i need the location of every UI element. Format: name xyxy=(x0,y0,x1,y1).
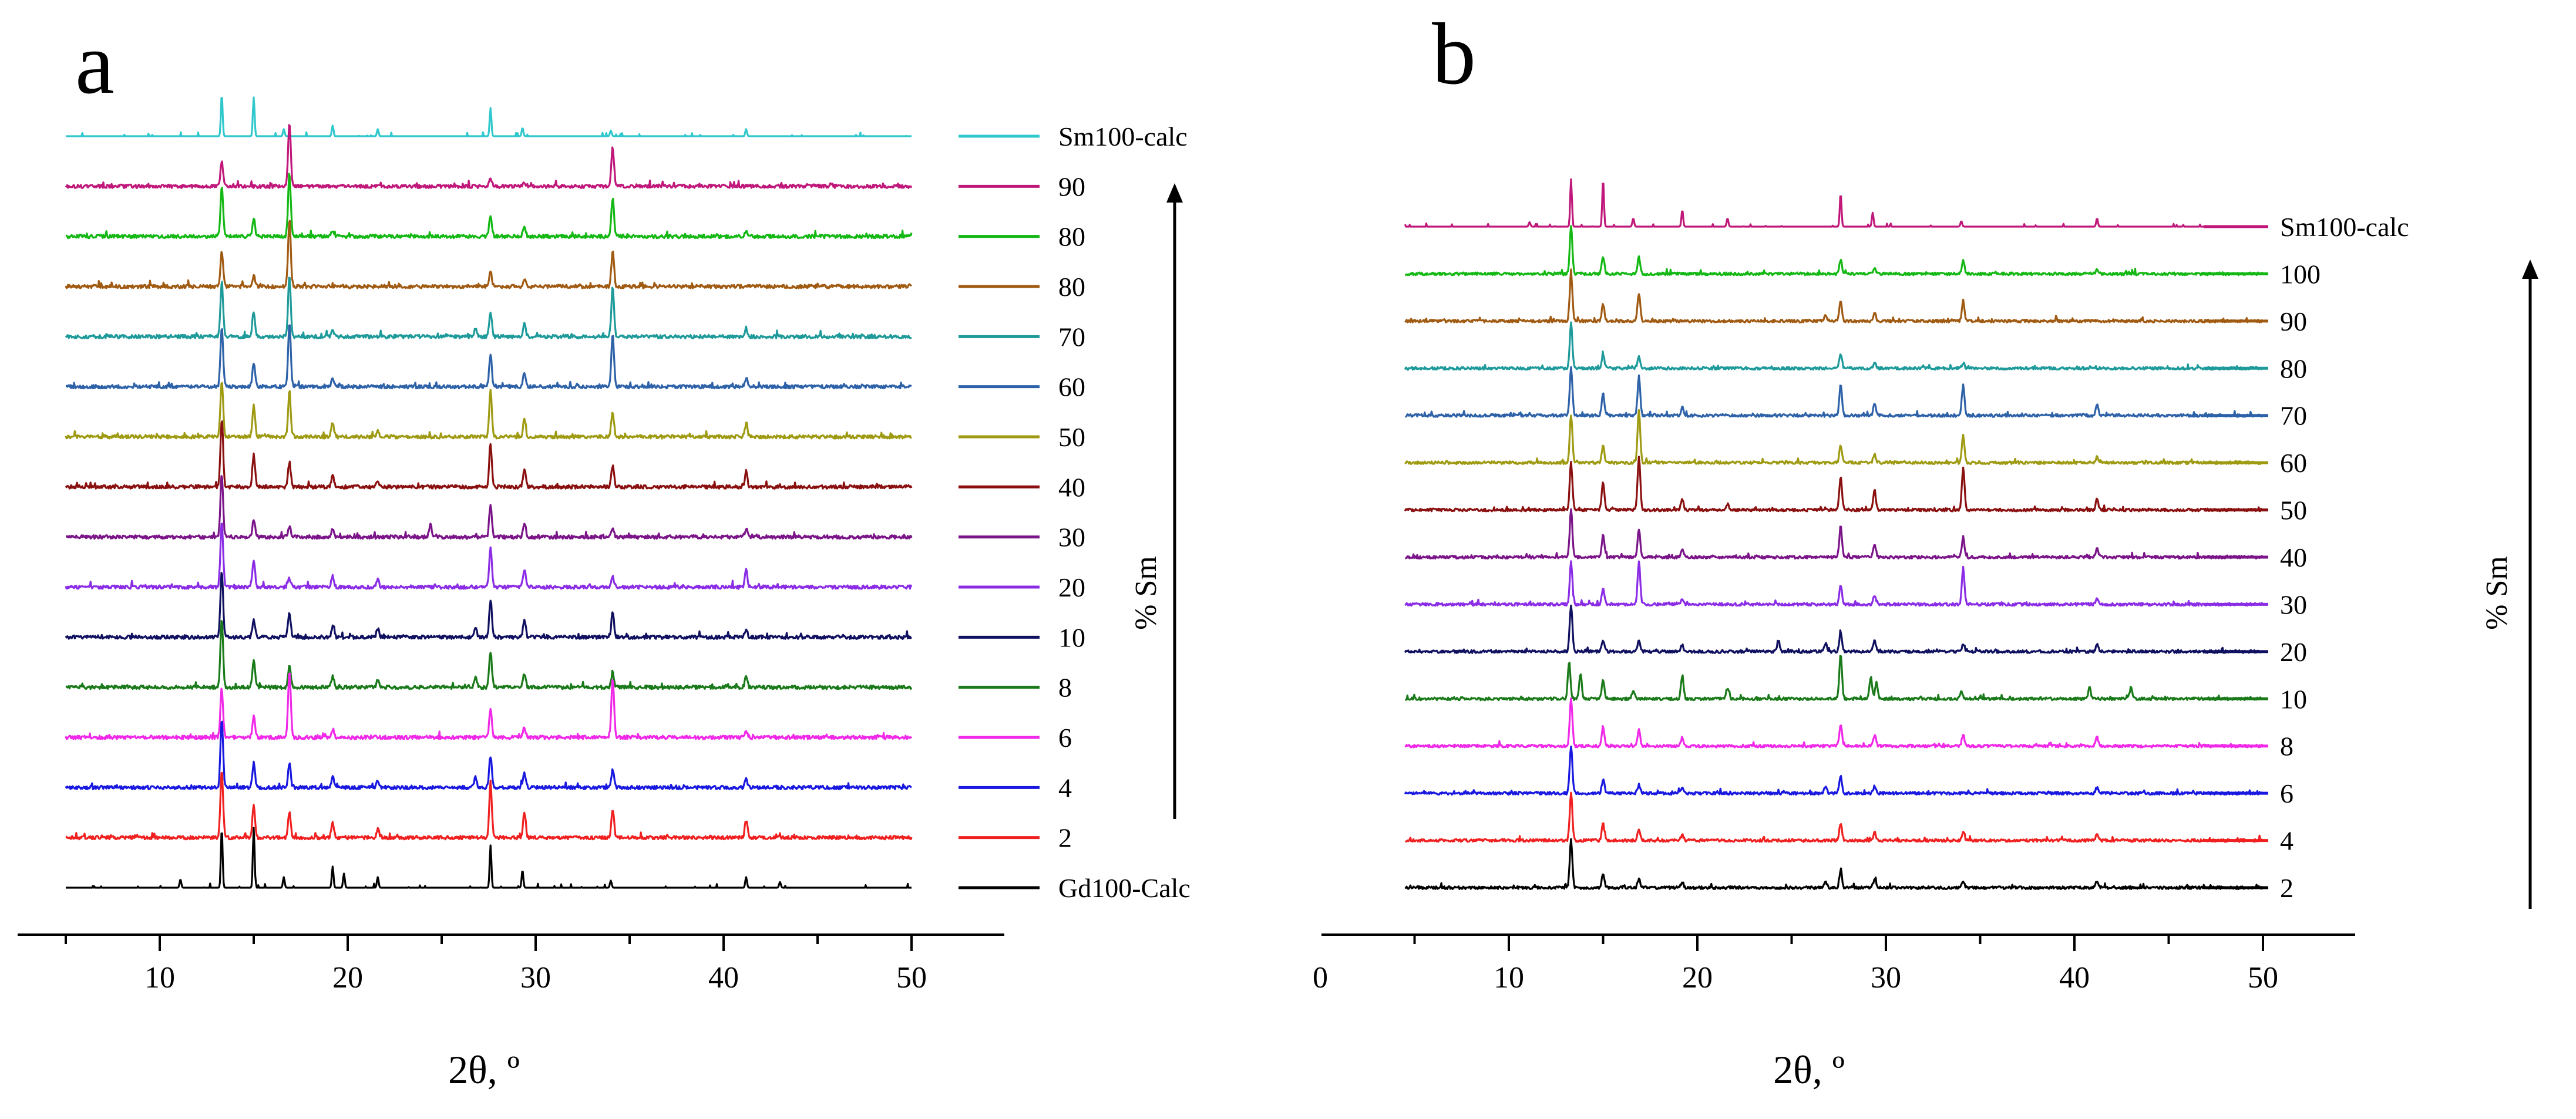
xrd-trace-70 xyxy=(65,277,912,339)
xrd-trace-90 xyxy=(1404,268,2264,323)
legend-label-30: 30 xyxy=(1058,523,1085,552)
xrd-trace-90 xyxy=(65,124,913,189)
legend-label-8: 8 xyxy=(2280,732,2293,761)
legend-label-40: 40 xyxy=(2280,542,2307,572)
xrd-trace-50 xyxy=(1404,456,2264,513)
panel-a-sm-arrow-head xyxy=(1166,183,1183,203)
legend-label-100: 100 xyxy=(2280,259,2321,289)
panel-b: b Sm100-calc 100 90 80 70 60 50 40 30 20 10 8 6 4 2 0 1… xyxy=(1313,5,2538,1092)
xrd-trace-10 xyxy=(65,572,913,640)
xrd-trace-80 xyxy=(65,220,912,289)
legend-label-10: 10 xyxy=(2280,684,2307,714)
panel-b-legend: Sm100-calc 100 90 80 70 60 50 40 30 20 10 8 6 4 2 xyxy=(2204,212,2409,903)
legend-label-6: 6 xyxy=(1058,723,1072,753)
panel-a-traces xyxy=(65,96,913,889)
panel-a-x-axis: 10 20 30 40 50 xyxy=(18,933,1004,995)
legend-label-8: 8 xyxy=(1058,673,1072,703)
legend-label-10: 10 xyxy=(1058,622,1085,652)
x-tick-label: 30 xyxy=(1871,961,1901,995)
panel-a: a Sm100-calc 90 80 80 70 60 50 40 30 20 10 8 6 4 2 Gd10… xyxy=(18,15,1191,1092)
legend-label-4: 4 xyxy=(2280,826,2293,856)
panel-b-letter: b xyxy=(1432,5,1476,103)
legend-label-2: 2 xyxy=(2280,873,2293,903)
legend-label-Sm100-calc: Sm100-calc xyxy=(1058,122,1188,151)
panel-a-legend: Sm100-calc 90 80 80 70 60 50 40 30 20 10 8 6 4 2 Gd100-… xyxy=(959,122,1191,903)
panel-a-x-axis-title: 2θ, º xyxy=(448,1047,520,1092)
x-tick-label: 20 xyxy=(1682,961,1713,995)
xrd-trace-80 xyxy=(1404,321,2264,371)
xrd-trace-Sm100-calc xyxy=(1404,178,2263,228)
legend-label-70: 70 xyxy=(2280,401,2307,431)
xrd-trace-100 xyxy=(1404,225,2264,277)
xrd-trace-60 xyxy=(1404,409,2264,466)
xrd-trace-80 xyxy=(65,173,913,240)
x-tick-label: 10 xyxy=(144,961,175,995)
xrd-trace-50 xyxy=(65,382,912,440)
x-tick-label: 20 xyxy=(332,961,363,995)
xrd-trace-70 xyxy=(1405,366,2264,418)
x-tick-label: 40 xyxy=(2059,961,2090,995)
legend-label-20: 20 xyxy=(2280,637,2307,667)
x-tick-label: 30 xyxy=(520,961,551,995)
xrd-trace-40 xyxy=(1405,508,2264,560)
x-tick-label: 50 xyxy=(2248,961,2278,995)
xrd-trace-20 xyxy=(65,523,913,590)
xrd-trace-8 xyxy=(65,620,913,690)
legend-label-30: 30 xyxy=(2280,589,2307,619)
legend-label-70: 70 xyxy=(1058,322,1085,352)
x-tick-label: 10 xyxy=(1494,961,1524,995)
xrd-trace-6 xyxy=(1404,746,2263,796)
legend-label-60: 60 xyxy=(2280,448,2307,478)
xrd-trace-2 xyxy=(65,771,913,841)
xrd-trace-30 xyxy=(65,475,913,540)
xrd-trace-20 xyxy=(1404,604,2264,654)
legend-label-50: 50 xyxy=(1058,422,1085,452)
xrd-trace-8 xyxy=(1404,697,2264,749)
legend-label-80: 80 xyxy=(1058,272,1085,302)
legend-label-50: 50 xyxy=(2280,496,2307,525)
xrd-trace-10 xyxy=(1405,655,2264,702)
xrd-trace-Sm100-calc xyxy=(65,96,912,137)
legend-label-Gd100-Calc: Gd100-Calc xyxy=(1058,873,1191,903)
legend-label-4: 4 xyxy=(1058,773,1072,803)
xrd-trace-4 xyxy=(65,720,912,790)
panel-b-x-axis: 0 10 20 30 40 50 xyxy=(1313,933,2355,995)
xrd-trace-6 xyxy=(65,672,913,740)
legend-label-90: 90 xyxy=(1058,171,1085,201)
panel-a-letter: a xyxy=(75,15,115,112)
x-tick-label: 50 xyxy=(896,961,927,995)
legend-label-80: 80 xyxy=(1058,222,1085,252)
xrd-trace-40 xyxy=(65,420,913,490)
legend-label-60: 60 xyxy=(1058,372,1085,402)
xrd-trace-60 xyxy=(65,324,912,390)
xrd-trace-30 xyxy=(1404,560,2264,607)
legend-label-90: 90 xyxy=(2280,306,2307,336)
legend-label-6: 6 xyxy=(2280,778,2293,808)
x-tick-label: 0 xyxy=(1313,961,1328,995)
panel-b-traces xyxy=(1404,178,2264,890)
panel-b-y-axis-title: % Sm xyxy=(2480,556,2514,630)
legend-label-Sm100-calc: Sm100-calc xyxy=(2280,212,2409,242)
legend-label-80: 80 xyxy=(2280,353,2307,383)
xrd-trace-4 xyxy=(1404,791,2264,843)
xrd-trace-Gd100-Calc xyxy=(65,827,912,889)
x-tick-label: 40 xyxy=(708,961,739,995)
panel-a-y-axis-title: % Sm xyxy=(1129,556,1163,630)
legend-label-20: 20 xyxy=(1058,572,1085,602)
legend-label-2: 2 xyxy=(1058,823,1072,853)
panel-b-sm-arrow-head xyxy=(2522,259,2538,279)
xrd-trace-2 xyxy=(1404,838,2264,890)
panel-b-x-axis-title: 2θ, º xyxy=(1773,1047,1845,1092)
legend-label-40: 40 xyxy=(1058,472,1085,502)
